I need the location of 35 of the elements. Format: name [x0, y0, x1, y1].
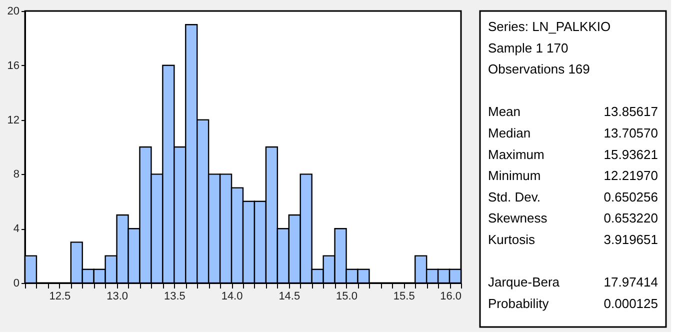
text: Observations 169: [488, 62, 590, 77]
x-tick-label: 13.0: [106, 290, 128, 302]
data-label: 13.85617: [604, 104, 658, 120]
category-label: Skewness: [488, 210, 548, 226]
x-tick-label: 15.0: [336, 290, 358, 302]
x-tick-label: 16.0: [440, 290, 462, 302]
x-tick-label: 14.0: [221, 290, 243, 302]
y-tick-label: 0: [13, 278, 20, 290]
x-tick-label: 14.5: [278, 290, 300, 302]
text: Sample 1 170: [488, 40, 568, 56]
data-label: 0.650256: [604, 189, 658, 204]
category-label: Maximum: [488, 146, 544, 162]
x-tick-label: 13.5: [164, 290, 186, 302]
category-label: Jarque-Bera: [488, 274, 560, 290]
y-tick-label: 8: [13, 168, 20, 181]
data-label: 0.000125: [604, 296, 658, 311]
y-tick-label: 4: [13, 223, 20, 236]
x-tick-label: 15.5: [393, 290, 415, 302]
data-label: 13.70570: [604, 126, 658, 140]
category-label: Minimum: [488, 168, 541, 184]
text: Series: LN_PALKKIO: [488, 19, 611, 34]
x-tick-label: 12.5: [49, 290, 71, 302]
category-label: Median: [488, 126, 531, 140]
y-tick-label: 16: [7, 60, 20, 72]
category-label: Kurtosis: [488, 232, 536, 247]
y-tick-label: 20: [7, 6, 20, 18]
data-label: 3.919651: [604, 232, 658, 247]
data-label: 12.21970: [604, 168, 658, 184]
y-tick-label: 12: [7, 114, 20, 126]
data-label: 17.97414: [604, 274, 658, 290]
category-label: Probability: [488, 296, 550, 311]
category-label: Std. Dev.: [488, 189, 541, 204]
category-label: Mean: [488, 104, 521, 120]
data-label: 0.653220: [604, 210, 658, 226]
data-label: 15.93621: [604, 146, 658, 162]
